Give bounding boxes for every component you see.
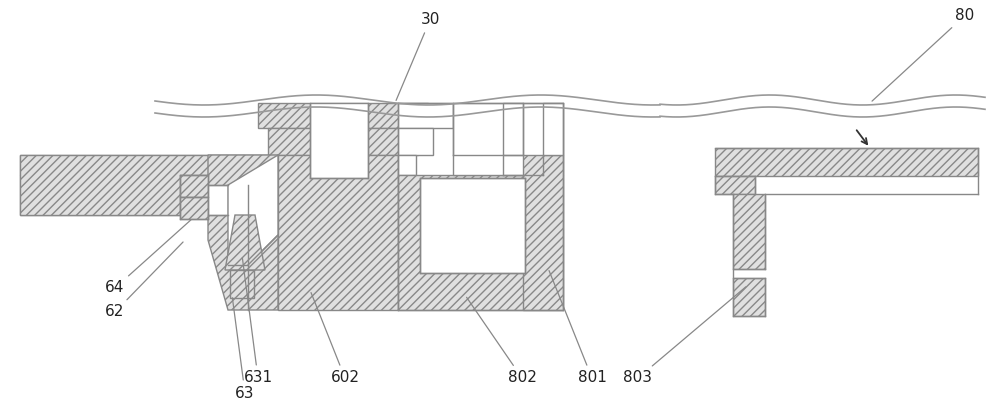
Polygon shape xyxy=(228,155,278,265)
Bar xyxy=(543,103,563,155)
Text: 803: 803 xyxy=(624,287,746,385)
Text: 602: 602 xyxy=(311,293,360,385)
Bar xyxy=(20,155,295,175)
Bar xyxy=(453,103,563,175)
Polygon shape xyxy=(20,155,295,215)
Bar xyxy=(230,270,254,298)
Bar xyxy=(398,155,416,175)
Bar xyxy=(268,128,418,155)
Bar xyxy=(180,175,208,197)
Bar xyxy=(258,103,428,128)
Bar xyxy=(398,103,453,128)
Bar xyxy=(278,155,398,310)
Bar xyxy=(715,176,755,194)
Polygon shape xyxy=(208,155,278,310)
Bar xyxy=(420,178,525,273)
Text: 62: 62 xyxy=(105,242,183,319)
Bar xyxy=(398,175,563,310)
Bar xyxy=(398,128,433,155)
Bar xyxy=(733,278,765,316)
Bar xyxy=(733,194,765,269)
Text: 801: 801 xyxy=(549,270,606,385)
Text: 63: 63 xyxy=(232,298,255,400)
Bar xyxy=(208,185,228,215)
Text: 802: 802 xyxy=(467,297,536,385)
Text: 80: 80 xyxy=(872,8,975,101)
Text: 30: 30 xyxy=(396,13,440,100)
Text: 631: 631 xyxy=(242,258,273,385)
Bar xyxy=(523,155,563,310)
Text: 64: 64 xyxy=(105,220,191,296)
Bar xyxy=(503,103,523,155)
Bar xyxy=(715,148,978,176)
Bar xyxy=(310,103,368,178)
Bar xyxy=(20,175,180,215)
Polygon shape xyxy=(225,215,265,270)
Bar xyxy=(180,197,208,219)
